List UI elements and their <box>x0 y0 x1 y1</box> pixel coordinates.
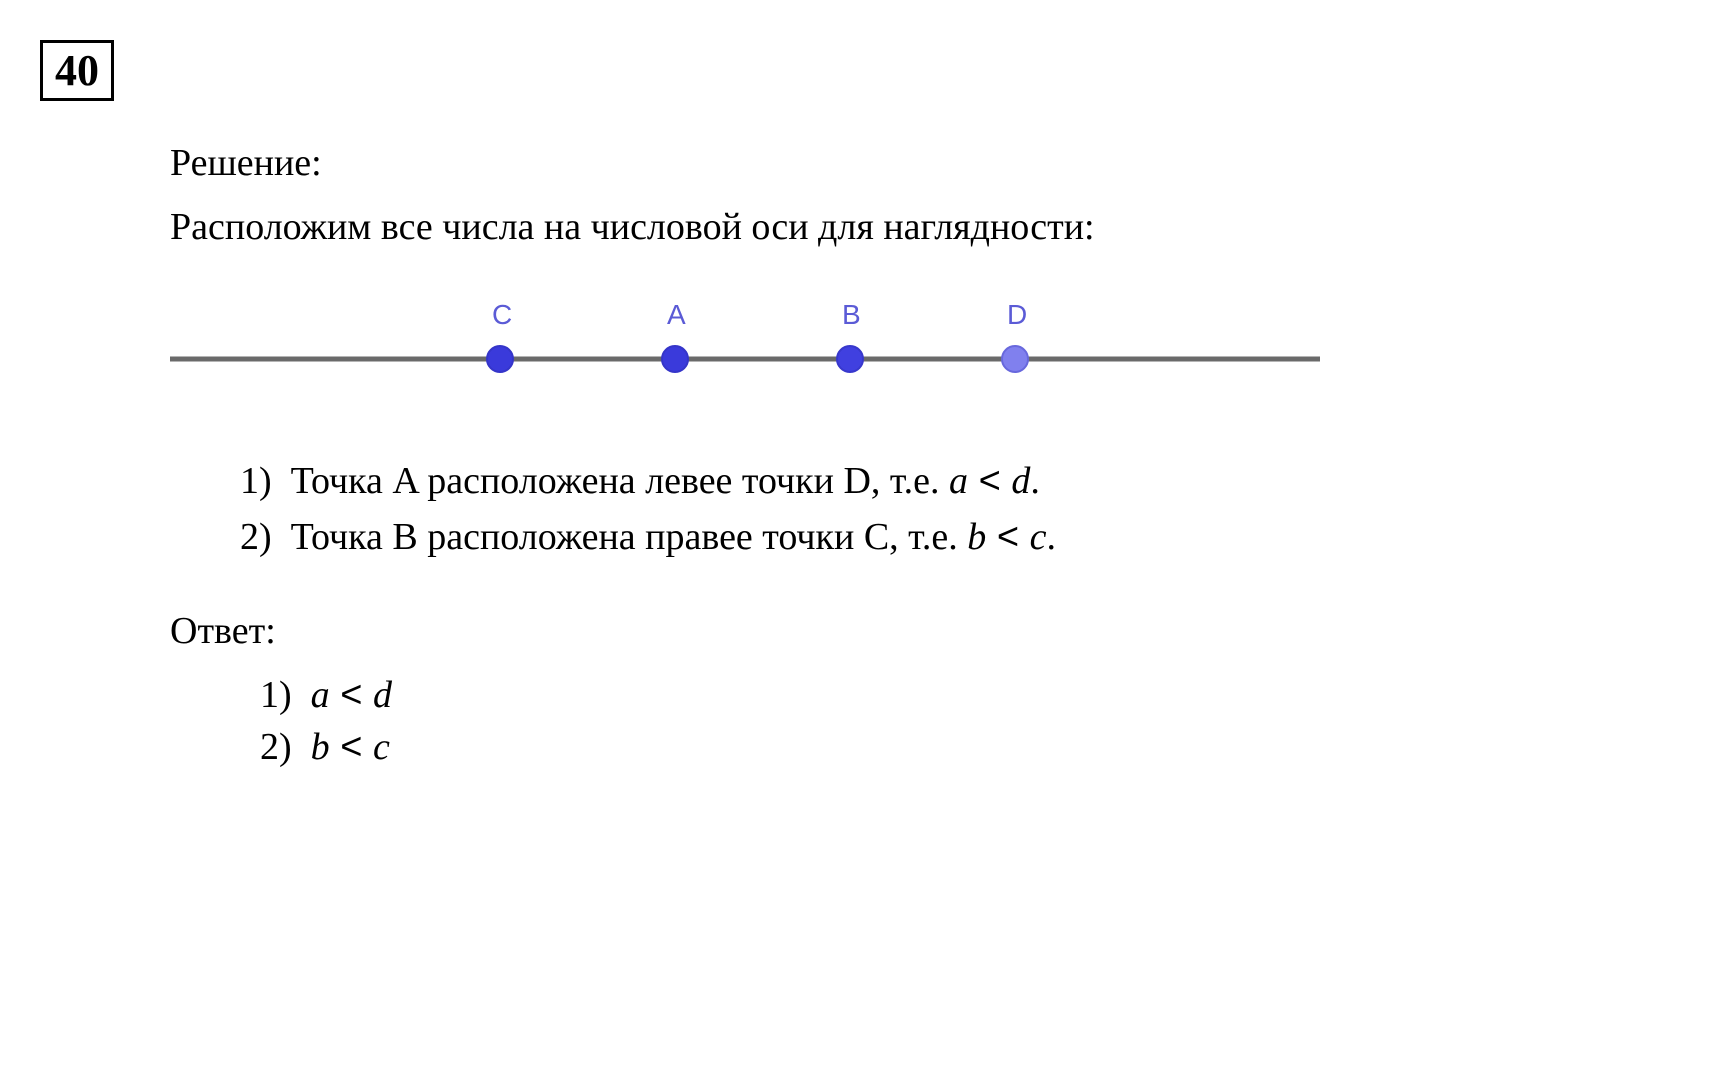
conclusion-number: 1) <box>240 460 291 502</box>
point-label-a: A <box>667 299 686 331</box>
number-line-diagram: CABD <box>170 279 1320 399</box>
operator: < <box>330 674 373 716</box>
answer-heading: Ответ: <box>170 609 1695 653</box>
point-c <box>487 346 513 372</box>
answer-section: Ответ: 1) a < d 2) b < c <box>170 609 1695 769</box>
problem-number-box: 40 <box>40 40 114 101</box>
number-line-svg <box>170 279 1320 399</box>
solution-heading: Решение: <box>170 141 1695 185</box>
variable: d <box>373 674 392 716</box>
variable: a <box>949 460 968 502</box>
point-a <box>662 346 688 372</box>
content-area: Решение: Расположим все числа на числово… <box>170 141 1695 769</box>
point-label-b: B <box>842 299 861 331</box>
solution-description: Расположим все числа на числовой оси для… <box>170 205 1695 249</box>
point-label-c: C <box>492 299 512 331</box>
answer-item: 2) b < c <box>260 725 1695 769</box>
conclusion-item: 1) Точка A расположена левее точки D, т.… <box>240 459 1695 503</box>
answer-number: 1) <box>260 674 311 716</box>
conclusion-text: Точка A расположена левее точки D, т.е. <box>291 460 949 502</box>
conclusion-text: Точка B расположена правее точки C, т.е. <box>291 516 968 558</box>
variable: c <box>373 726 390 768</box>
operator: < <box>330 726 373 768</box>
suffix: . <box>1030 460 1040 502</box>
conclusion-item: 2) Точка B расположена правее точки C, т… <box>240 515 1695 559</box>
conclusion-number: 2) <box>240 516 291 558</box>
point-label-d: D <box>1007 299 1027 331</box>
variable: c <box>1030 516 1047 558</box>
point-d <box>1002 346 1028 372</box>
operator: < <box>968 460 1011 502</box>
answers-list: 1) a < d 2) b < c <box>260 673 1695 769</box>
problem-number: 40 <box>55 46 99 95</box>
operator: < <box>986 516 1029 558</box>
suffix: . <box>1046 516 1056 558</box>
point-b <box>837 346 863 372</box>
conclusions-list: 1) Точка A расположена левее точки D, т.… <box>240 459 1695 559</box>
variable: a <box>311 674 330 716</box>
answer-item: 1) a < d <box>260 673 1695 717</box>
answer-number: 2) <box>260 726 311 768</box>
variable: b <box>311 726 330 768</box>
variable: b <box>967 516 986 558</box>
variable: d <box>1011 460 1030 502</box>
